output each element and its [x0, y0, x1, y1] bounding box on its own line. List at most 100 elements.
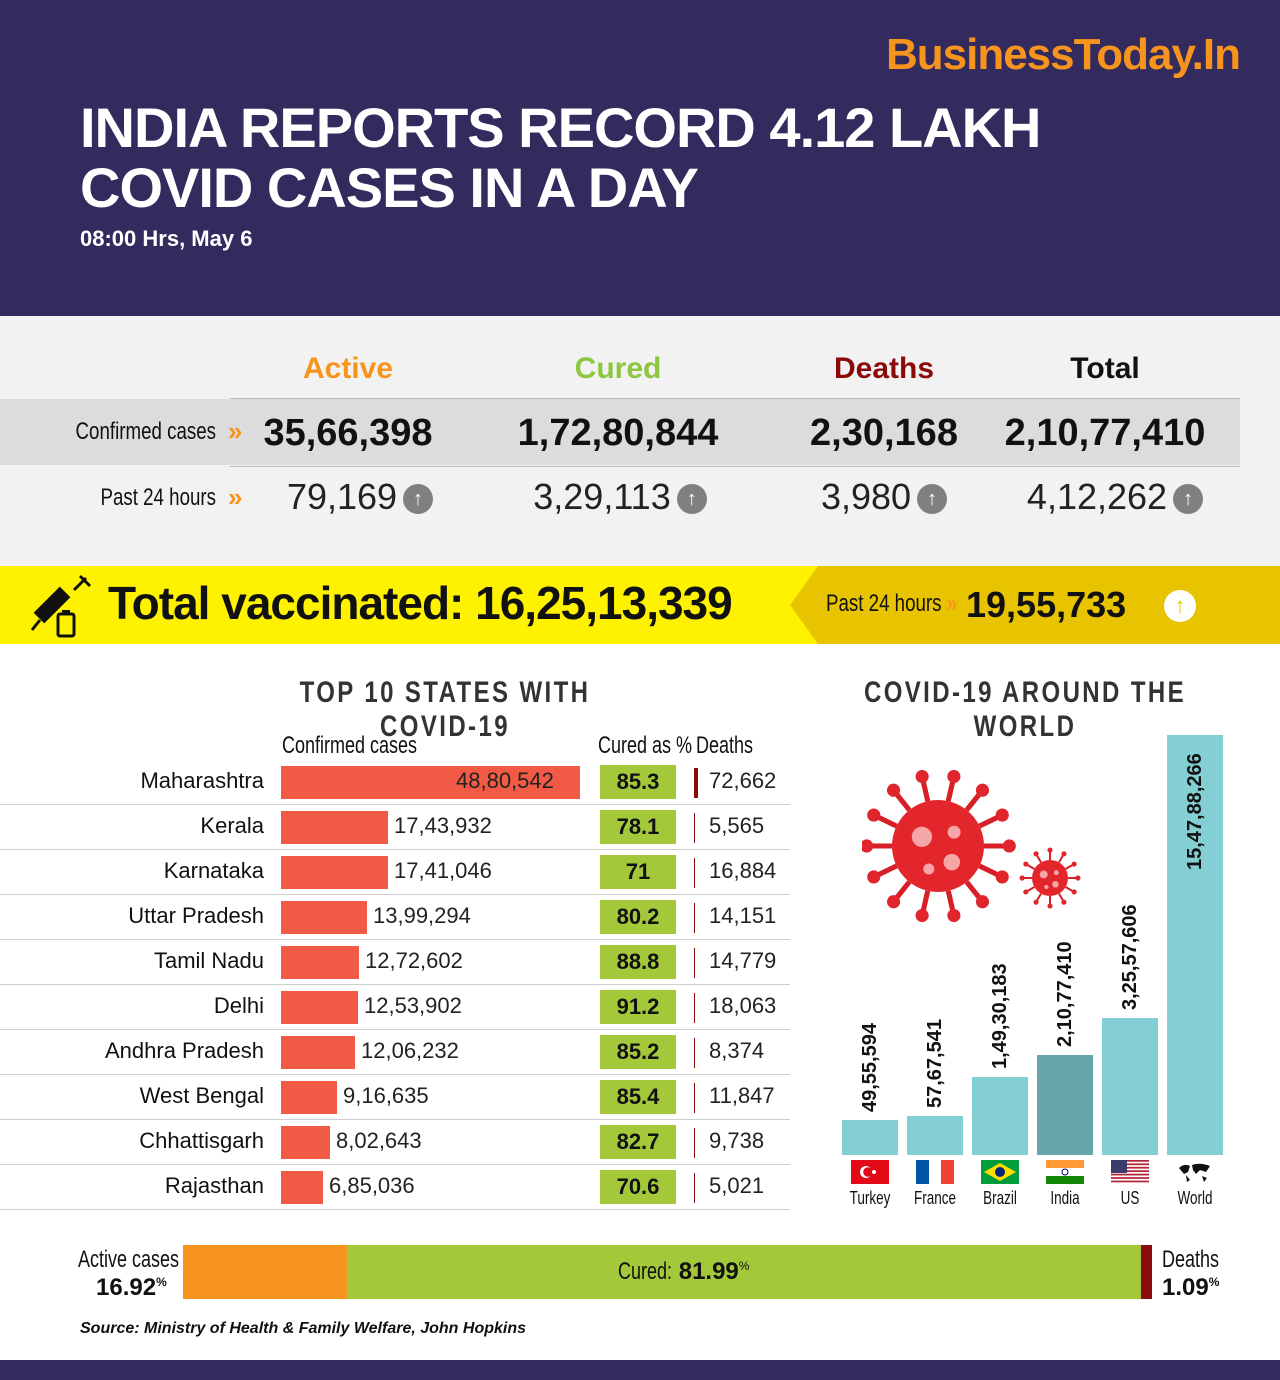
past24-label: Past 24 hours	[100, 484, 216, 511]
state-name: Andhra Pradesh	[105, 1038, 264, 1063]
confirmed-bar	[281, 1081, 337, 1114]
deaths-bar	[694, 948, 695, 978]
table-row: Kerala 17,43,932 78.1 5,565	[0, 805, 790, 850]
confirmed-bar	[281, 946, 359, 979]
world-value-label: 57,67,541	[924, 1019, 946, 1108]
cured-percent: 78.1	[600, 810, 676, 844]
arrow-up-icon: ↑	[1164, 590, 1196, 622]
confirmed-label: Confirmed cases	[75, 418, 216, 445]
world-bar-india	[1037, 1055, 1093, 1155]
arrow-up-icon: ↑	[676, 484, 707, 515]
past24-active: 79,169 ↑	[240, 476, 480, 518]
confirmed-value: 6,85,036	[329, 1173, 415, 1198]
virus-icon	[862, 770, 1081, 923]
confirmed-band	[0, 399, 1240, 465]
confirmed-value: 48,80,542	[456, 768, 554, 793]
cured-percent: 91.2	[600, 990, 676, 1024]
world-country-label: Turkey	[849, 1188, 891, 1208]
deaths-value: 14,779	[709, 948, 777, 973]
confirmed-bar	[281, 1036, 355, 1069]
states-section-title: TOP 10 STATES WITH COVID-19	[299, 676, 591, 743]
col-cured: Cured	[574, 352, 662, 385]
timestamp: 08:00 Hrs, May 6	[80, 226, 253, 251]
world-country-label: France	[913, 1188, 957, 1208]
past24-deaths: 3,980 ↑	[764, 476, 1004, 518]
col-total: Total	[1070, 352, 1140, 385]
confirmed-value: 12,53,902	[364, 993, 462, 1018]
arrow-up-icon: ↑	[917, 484, 948, 515]
brazil-flag-icon	[981, 1160, 1019, 1184]
cured-percent: 85.4	[600, 1080, 676, 1114]
deaths-bar	[694, 858, 695, 888]
world-bar-france	[907, 1116, 963, 1155]
confirmed-value: 13,99,294	[373, 903, 471, 928]
world-country-label: India	[1050, 1188, 1080, 1208]
us-flag-icon	[1111, 1160, 1149, 1183]
deaths-bar	[694, 1083, 695, 1113]
deaths-label: Deaths	[1162, 1246, 1220, 1273]
vaccination-past24-value: 19,55,733	[966, 584, 1127, 625]
past24-cured: 3,29,113 ↑	[500, 476, 740, 518]
world-bar-turkey	[842, 1120, 898, 1155]
active-cases-pct: 16.92%	[96, 1274, 167, 1301]
divider	[230, 398, 1240, 399]
divider	[230, 466, 1240, 467]
deaths-bar	[694, 993, 695, 1023]
confirmed-deaths: 2,30,168	[810, 412, 958, 454]
confirmed-bar	[281, 811, 388, 844]
table-row: Rajasthan 6,85,036 70.6 5,021	[0, 1165, 790, 1210]
state-name: Uttar Pradesh	[128, 903, 264, 928]
table-row: Andhra Pradesh 12,06,232 85.2 8,374	[0, 1030, 790, 1075]
footer-bar	[0, 1360, 1280, 1380]
deaths-bar	[694, 768, 698, 798]
deaths-bar	[694, 1173, 695, 1203]
distribution-segment-active	[183, 1245, 347, 1299]
deaths-value: 5,565	[709, 813, 765, 838]
france-flag-icon	[916, 1160, 954, 1184]
deaths-bar	[694, 813, 695, 843]
cured-percent: 70.6	[600, 1170, 676, 1204]
confirmed-bar	[281, 856, 388, 889]
confirmed-value: 8,02,643	[336, 1128, 422, 1153]
world-bar-brazil	[972, 1077, 1028, 1155]
distribution-segment-cured	[347, 1245, 1141, 1299]
cured-distribution-label: Cured: 81.99%	[618, 1258, 750, 1285]
confirmed-active: 35,66,398	[263, 412, 433, 454]
world-bar-us	[1102, 1018, 1158, 1155]
state-name: Kerala	[200, 813, 264, 838]
confirmed-value: 9,16,635	[343, 1083, 429, 1108]
confirmed-bar	[281, 766, 580, 799]
source-note: Source: Ministry of Health & Family Welf…	[80, 1320, 527, 1337]
confirmed-value: 12,72,602	[365, 948, 463, 973]
deaths-bar	[694, 1038, 695, 1068]
past24-total: 4,12,262 ↑	[995, 476, 1235, 518]
deaths-value: 11,847	[709, 1083, 775, 1108]
confirmed-value: 17,41,046	[394, 858, 492, 883]
world-value-label: 15,47,88,266	[1184, 753, 1206, 870]
vaccination-past24-panel	[790, 566, 1280, 644]
table-row: Chhattisgarh 8,02,643 82.7 9,738	[0, 1120, 790, 1165]
state-name: Tamil Nadu	[153, 948, 264, 973]
col-confirmed-cases: Confirmed cases	[282, 732, 418, 759]
active-cases-label: Active cases	[78, 1246, 180, 1273]
world-value-label: 2,10,77,410	[1054, 941, 1076, 1047]
table-row: Uttar Pradesh 13,99,294 80.2 14,151	[0, 895, 790, 940]
state-name: Karnataka	[163, 858, 264, 883]
header-banner: BusinessToday.In INDIA REPORTS RECORD 4.…	[0, 0, 1280, 316]
deaths-value: 72,662	[709, 768, 777, 793]
table-row: West Bengal 9,16,635 85.4 11,847	[0, 1075, 790, 1120]
world-country-label: Brazil	[983, 1188, 1017, 1208]
confirmed-value: 17,43,932	[394, 813, 492, 838]
world-value-label: 49,55,594	[859, 1023, 881, 1112]
arrow-up-icon: ↑	[403, 484, 434, 515]
deaths-value: 18,063	[709, 993, 777, 1018]
confirmed-total: 2,10,77,410	[1004, 412, 1206, 454]
world-section-title: COVID-19 AROUND THE WORLD	[863, 676, 1187, 743]
brand-logo[interactable]: BusinessToday.In	[885, 30, 1241, 79]
col-deaths: Deaths	[696, 732, 754, 759]
vaccination-past24-label: Past 24 hours »	[826, 590, 958, 617]
deaths-value: 8,374	[709, 1038, 765, 1063]
cured-percent: 85.3	[600, 765, 676, 799]
confirmed-bar	[281, 1126, 330, 1159]
chevron-right-icon: »	[228, 416, 243, 446]
